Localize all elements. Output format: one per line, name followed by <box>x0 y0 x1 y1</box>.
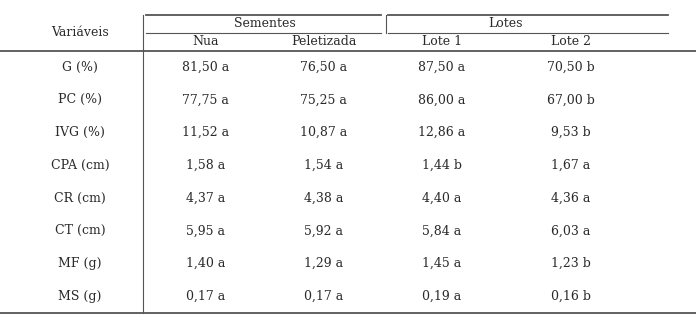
Text: 1,45 a: 1,45 a <box>422 257 461 270</box>
Text: Lotes: Lotes <box>489 17 523 30</box>
Text: 0,17 a: 0,17 a <box>186 290 225 303</box>
Text: 0,16 b: 0,16 b <box>551 290 591 303</box>
Text: 1,67 a: 1,67 a <box>551 159 590 172</box>
Text: 4,40 a: 4,40 a <box>422 191 461 204</box>
Text: IVG (%): IVG (%) <box>55 126 105 139</box>
Text: Lote 1: Lote 1 <box>422 35 462 48</box>
Text: Nua: Nua <box>192 35 219 48</box>
Text: 87,50 a: 87,50 a <box>418 60 466 73</box>
Text: PC (%): PC (%) <box>58 93 102 106</box>
Text: MF (g): MF (g) <box>58 257 102 270</box>
Text: 6,03 a: 6,03 a <box>551 224 590 237</box>
Text: 5,84 a: 5,84 a <box>422 224 461 237</box>
Text: 4,36 a: 4,36 a <box>551 191 590 204</box>
Text: 4,38 a: 4,38 a <box>304 191 343 204</box>
Text: 4,37 a: 4,37 a <box>186 191 225 204</box>
Text: 86,00 a: 86,00 a <box>418 93 466 106</box>
Text: 12,86 a: 12,86 a <box>418 126 466 139</box>
Text: 5,95 a: 5,95 a <box>186 224 225 237</box>
Text: 11,52 a: 11,52 a <box>182 126 229 139</box>
Text: 1,58 a: 1,58 a <box>186 159 225 172</box>
Text: 0,17 a: 0,17 a <box>304 290 343 303</box>
Text: 10,87 a: 10,87 a <box>300 126 347 139</box>
Text: CR (cm): CR (cm) <box>54 191 106 204</box>
Text: 0,19 a: 0,19 a <box>422 290 461 303</box>
Text: 1,29 a: 1,29 a <box>304 257 343 270</box>
Text: 1,54 a: 1,54 a <box>304 159 343 172</box>
Text: 9,53 b: 9,53 b <box>551 126 591 139</box>
Text: 70,50 b: 70,50 b <box>547 60 594 73</box>
Text: 5,92 a: 5,92 a <box>304 224 343 237</box>
Text: CT (cm): CT (cm) <box>55 224 105 237</box>
Text: Peletizada: Peletizada <box>291 35 356 48</box>
Text: CPA (cm): CPA (cm) <box>51 159 109 172</box>
Text: G (%): G (%) <box>62 60 98 73</box>
Text: Sementes: Sementes <box>234 17 295 30</box>
Text: 81,50 a: 81,50 a <box>182 60 229 73</box>
Text: 1,40 a: 1,40 a <box>186 257 225 270</box>
Text: MS (g): MS (g) <box>58 290 102 303</box>
Text: 1,23 b: 1,23 b <box>551 257 591 270</box>
Text: 75,25 a: 75,25 a <box>300 93 347 106</box>
Text: 67,00 b: 67,00 b <box>547 93 594 106</box>
Text: 77,75 a: 77,75 a <box>182 93 229 106</box>
Text: 76,50 a: 76,50 a <box>300 60 347 73</box>
Text: Lote 2: Lote 2 <box>551 35 591 48</box>
Text: Variáveis: Variáveis <box>52 26 109 39</box>
Text: 1,44 b: 1,44 b <box>422 159 462 172</box>
